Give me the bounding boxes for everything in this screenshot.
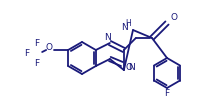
Text: O: O — [46, 43, 53, 52]
Text: F: F — [35, 59, 40, 68]
Text: N: N — [121, 24, 127, 33]
Text: O: O — [170, 13, 177, 22]
Text: N: N — [128, 63, 135, 73]
Text: F: F — [35, 38, 40, 47]
Text: F: F — [24, 49, 30, 57]
Text: N: N — [105, 33, 111, 43]
Text: F: F — [164, 89, 170, 98]
Text: H: H — [125, 20, 131, 29]
Text: O: O — [125, 63, 132, 72]
